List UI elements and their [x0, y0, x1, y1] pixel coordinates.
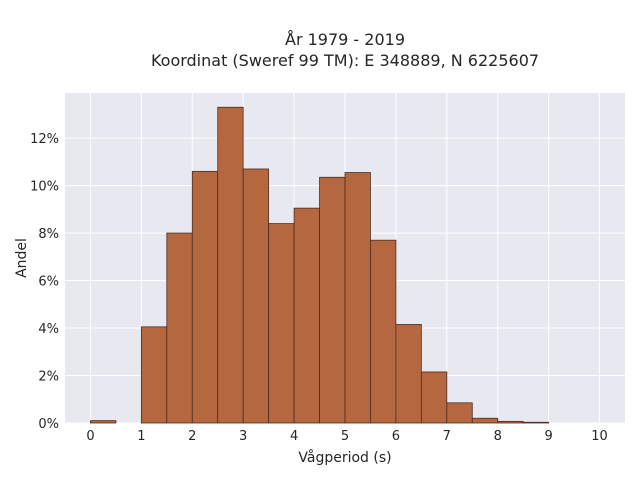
histogram-bar — [217, 106, 244, 424]
histogram-bar — [166, 232, 193, 424]
y-tick-label: 0% — [38, 417, 59, 432]
histogram-bar — [395, 324, 422, 424]
y-tick-label: 6% — [38, 275, 59, 290]
histogram-bar — [420, 371, 448, 424]
histogram-bar — [497, 420, 524, 424]
x-tick-label: 8 — [494, 429, 502, 444]
x-axis-label: Vågperiod (s) — [298, 449, 391, 466]
x-tick-label: 3 — [239, 429, 247, 444]
x-tick-label: 10 — [591, 429, 608, 444]
y-axis-ticks: 0% 2% 4% 6% 8% 10% 12% — [30, 132, 59, 432]
histogram-bar — [471, 417, 499, 424]
chart-title-line-1: År 1979 - 2019 — [285, 30, 405, 49]
histogram-bar — [522, 421, 550, 424]
y-tick-label: 10% — [30, 180, 59, 195]
x-axis-ticks: 0 1 2 3 4 5 6 7 8 9 10 — [86, 429, 608, 444]
histogram-bar — [90, 420, 117, 424]
histogram-bar — [191, 170, 219, 424]
histogram-bar — [268, 223, 295, 424]
y-tick-label: 4% — [38, 322, 59, 337]
histogram-bar — [293, 207, 320, 424]
y-tick-label: 12% — [30, 132, 59, 147]
histogram-bar — [319, 176, 346, 424]
y-tick-label: 2% — [38, 370, 59, 385]
x-tick-label: 1 — [137, 429, 145, 444]
y-axis-label: Andel — [14, 238, 30, 278]
x-tick-label: 0 — [86, 429, 94, 444]
bars — [90, 106, 550, 424]
x-tick-label: 9 — [544, 429, 552, 444]
histogram-bar — [140, 326, 168, 424]
histogram-bar — [242, 168, 270, 424]
x-tick-label: 5 — [341, 429, 349, 444]
x-tick-label: 6 — [392, 429, 400, 444]
histogram-bar — [344, 172, 371, 424]
y-tick-label: 8% — [38, 227, 59, 242]
x-tick-label: 7 — [443, 429, 451, 444]
x-tick-label: 4 — [290, 429, 298, 444]
x-tick-label: 2 — [188, 429, 196, 444]
chart-title-line-2: Koordinat (Sweref 99 TM): E 348889, N 62… — [151, 51, 539, 70]
histogram-bar — [370, 239, 397, 424]
histogram-bar — [446, 402, 473, 424]
